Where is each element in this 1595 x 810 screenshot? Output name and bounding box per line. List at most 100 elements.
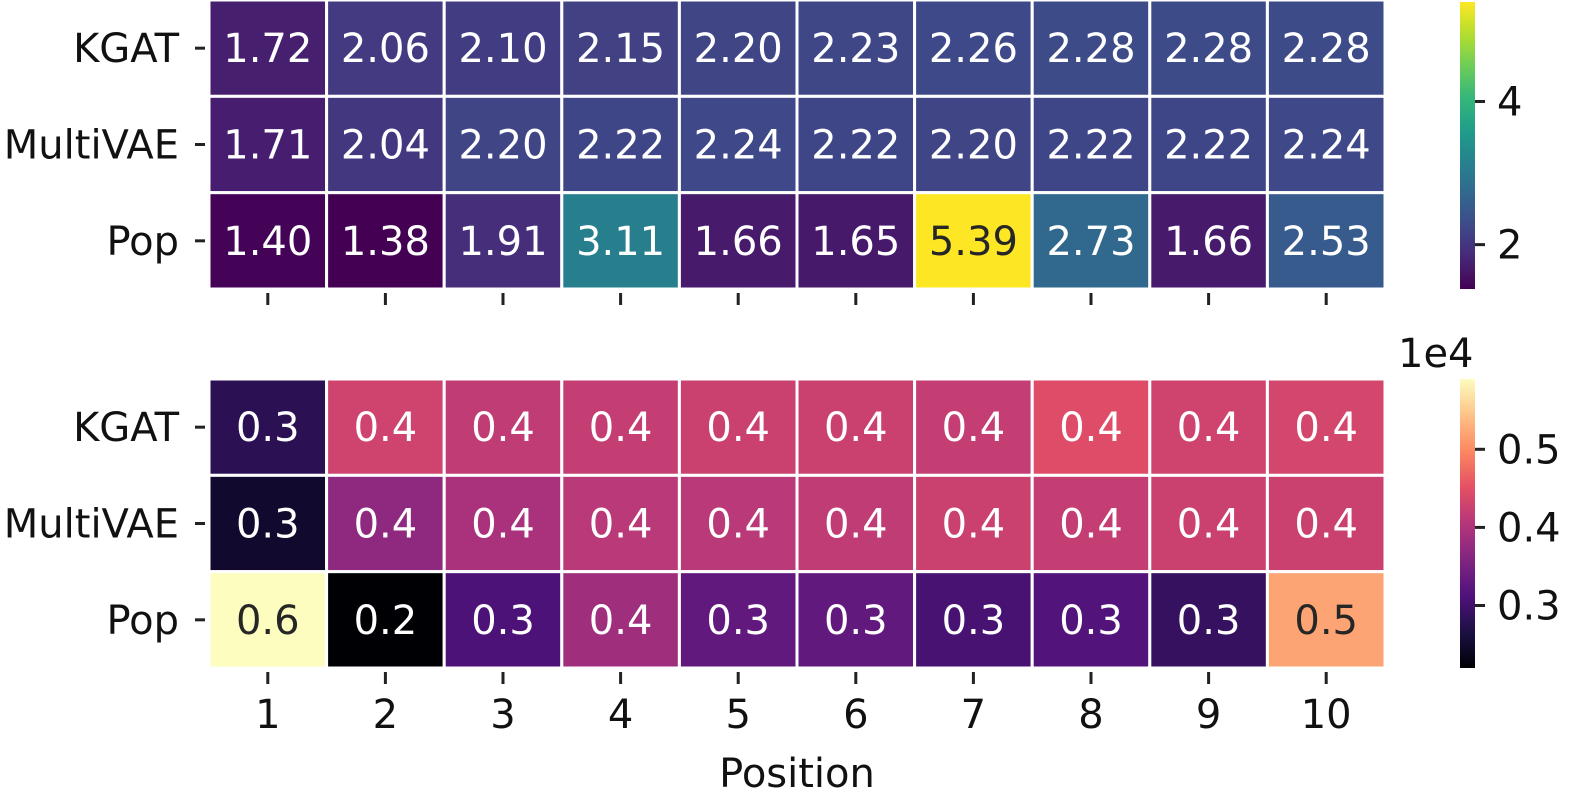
- cell-value-label: 2.20: [694, 26, 783, 72]
- cell-value-label: 0.4: [824, 502, 888, 548]
- cell-value-label: 2.28: [1046, 26, 1135, 72]
- heatmap-cell: [207, 473, 329, 574]
- colorbar-tick-label: 4: [1497, 79, 1522, 125]
- cell-value-label: 0.3: [236, 405, 300, 451]
- x-tick-label: 4: [608, 692, 633, 738]
- x-tick-label: 1: [255, 692, 280, 738]
- heatmap-cell: [1148, 570, 1269, 670]
- y-tick-label: KGAT: [73, 405, 179, 451]
- x-tick-label: 3: [490, 692, 515, 738]
- cell-value-label: 0.3: [471, 598, 535, 644]
- x-tick-label: 6: [843, 692, 868, 738]
- heatmap-cell: [913, 191, 1034, 291]
- heatmap-cell: [913, 377, 1034, 477]
- cell-value-label: 0.3: [236, 502, 300, 548]
- heatmap-cell: [1265, 191, 1387, 291]
- heatmap-cell: [1148, 0, 1269, 98]
- heatmap-cell: [1030, 570, 1152, 670]
- heatmap-cell: [1265, 94, 1387, 195]
- y-tick-label: KGAT: [73, 26, 179, 72]
- heatmap-cell: [325, 94, 446, 195]
- cell-value-label: 2.22: [811, 123, 900, 169]
- x-tick-label: 9: [1196, 692, 1221, 738]
- heatmap-cell: [913, 0, 1034, 98]
- cell-value-label: 2.20: [929, 123, 1018, 169]
- heatmap-cell: [207, 191, 329, 291]
- colorbar-tick-label: 0.4: [1497, 505, 1561, 551]
- heatmap-cell: [560, 0, 681, 98]
- colorbar-tick-label: 0.5: [1497, 427, 1561, 473]
- y-tick-label: Pop: [106, 598, 179, 644]
- cell-value-label: 0.6: [236, 598, 300, 644]
- colorbar: [1460, 2, 1475, 289]
- cell-value-label: 0.4: [471, 405, 535, 451]
- cell-value-label: 0.3: [824, 598, 888, 644]
- heatmap-cell: [560, 94, 681, 195]
- cell-value-label: 0.4: [1177, 502, 1241, 548]
- heatmap-cell: [1265, 0, 1387, 98]
- y-tick-label: Pop: [106, 219, 179, 265]
- heatmap-cell: [207, 0, 329, 98]
- cell-value-label: 0.4: [1059, 502, 1123, 548]
- cell-value-label: 3.11: [576, 219, 665, 265]
- heatmap-cell: [1030, 0, 1152, 98]
- cell-value-label: 0.4: [706, 405, 770, 451]
- cell-value-label: 2.04: [341, 123, 430, 169]
- cell-value-label: 0.4: [589, 598, 653, 644]
- heatmap-cell: [677, 191, 799, 291]
- heatmap-cell: [442, 570, 564, 670]
- heatmap-cell: [1030, 473, 1152, 574]
- x-axis-label: Position: [719, 751, 875, 797]
- cell-value-label: 2.28: [1164, 26, 1253, 72]
- x-tick-label: 8: [1078, 692, 1103, 738]
- cell-value-label: 0.4: [1294, 405, 1358, 451]
- cell-value-label: 0.3: [1177, 598, 1241, 644]
- cell-value-label: 0.4: [589, 502, 653, 548]
- heatmap-panel-top: 1.72 2.06 2.10 2.15 2.20 2.23 2.26 2.28 2.28 2.28…: [4, 0, 1522, 305]
- cell-value-label: 0.4: [354, 502, 418, 548]
- cell-value-label: 2.73: [1046, 219, 1135, 265]
- cell-value-label: 2.26: [929, 26, 1018, 72]
- cell-value-label: 1.40: [223, 219, 312, 265]
- cell-value-label: 2.22: [576, 123, 665, 169]
- x-tick-label: 5: [725, 692, 750, 738]
- heatmap-cell: [795, 0, 917, 98]
- heatmap-cell: [560, 570, 681, 670]
- cell-value-label: 0.4: [471, 502, 535, 548]
- heatmap-cell: [560, 191, 681, 291]
- cell-value-label: 2.06: [341, 26, 430, 72]
- heatmap-cell: [1265, 473, 1387, 574]
- cell-value-label: 1.71: [223, 123, 312, 169]
- x-tick-label: 7: [961, 692, 986, 738]
- colorbar-tick-label: 0.3: [1497, 584, 1561, 630]
- cell-value-label: 0.4: [942, 502, 1006, 548]
- cell-value-label: 1.65: [811, 219, 900, 265]
- cell-value-label: 0.4: [824, 405, 888, 451]
- cell-value-label: 2.24: [1282, 123, 1371, 169]
- cell-value-label: 0.4: [942, 405, 1006, 451]
- heatmap-cell: [325, 191, 446, 291]
- heatmap-cell: [913, 570, 1034, 670]
- cell-value-label: 1.66: [694, 219, 783, 265]
- heatmap-cell: [1148, 191, 1269, 291]
- heatmap-cell: [677, 0, 799, 98]
- heatmap-cell: [442, 0, 564, 98]
- cell-value-label: 1.72: [223, 26, 312, 72]
- cell-value-label: 5.39: [929, 219, 1018, 265]
- heatmap-panel-bottom: 0.3 0.4 0.4 0.4 0.4 0.4 0.4 0.4 0.4 0.4 0.3 0.4 0.4 0…: [4, 331, 1561, 738]
- cell-value-label: 0.4: [1294, 502, 1358, 548]
- colorbar-tick-label: 2: [1497, 223, 1522, 269]
- heatmap-cell: [795, 570, 917, 670]
- cell-value-label: 2.22: [1164, 123, 1253, 169]
- x-tick-label: 2: [373, 692, 398, 738]
- cell-value-label: 2.15: [576, 26, 665, 72]
- y-tick-label: MultiVAE: [4, 502, 179, 548]
- heatmap-cell: [677, 570, 799, 670]
- cell-value-label: 0.2: [354, 598, 418, 644]
- cell-value-label: 0.4: [706, 502, 770, 548]
- heatmap-cell: [1148, 473, 1269, 574]
- y-tick-label: MultiVAE: [4, 123, 179, 169]
- cell-value-label: 0.4: [1177, 405, 1241, 451]
- cell-value-label: 0.3: [706, 598, 770, 644]
- cell-value-label: 2.24: [694, 123, 783, 169]
